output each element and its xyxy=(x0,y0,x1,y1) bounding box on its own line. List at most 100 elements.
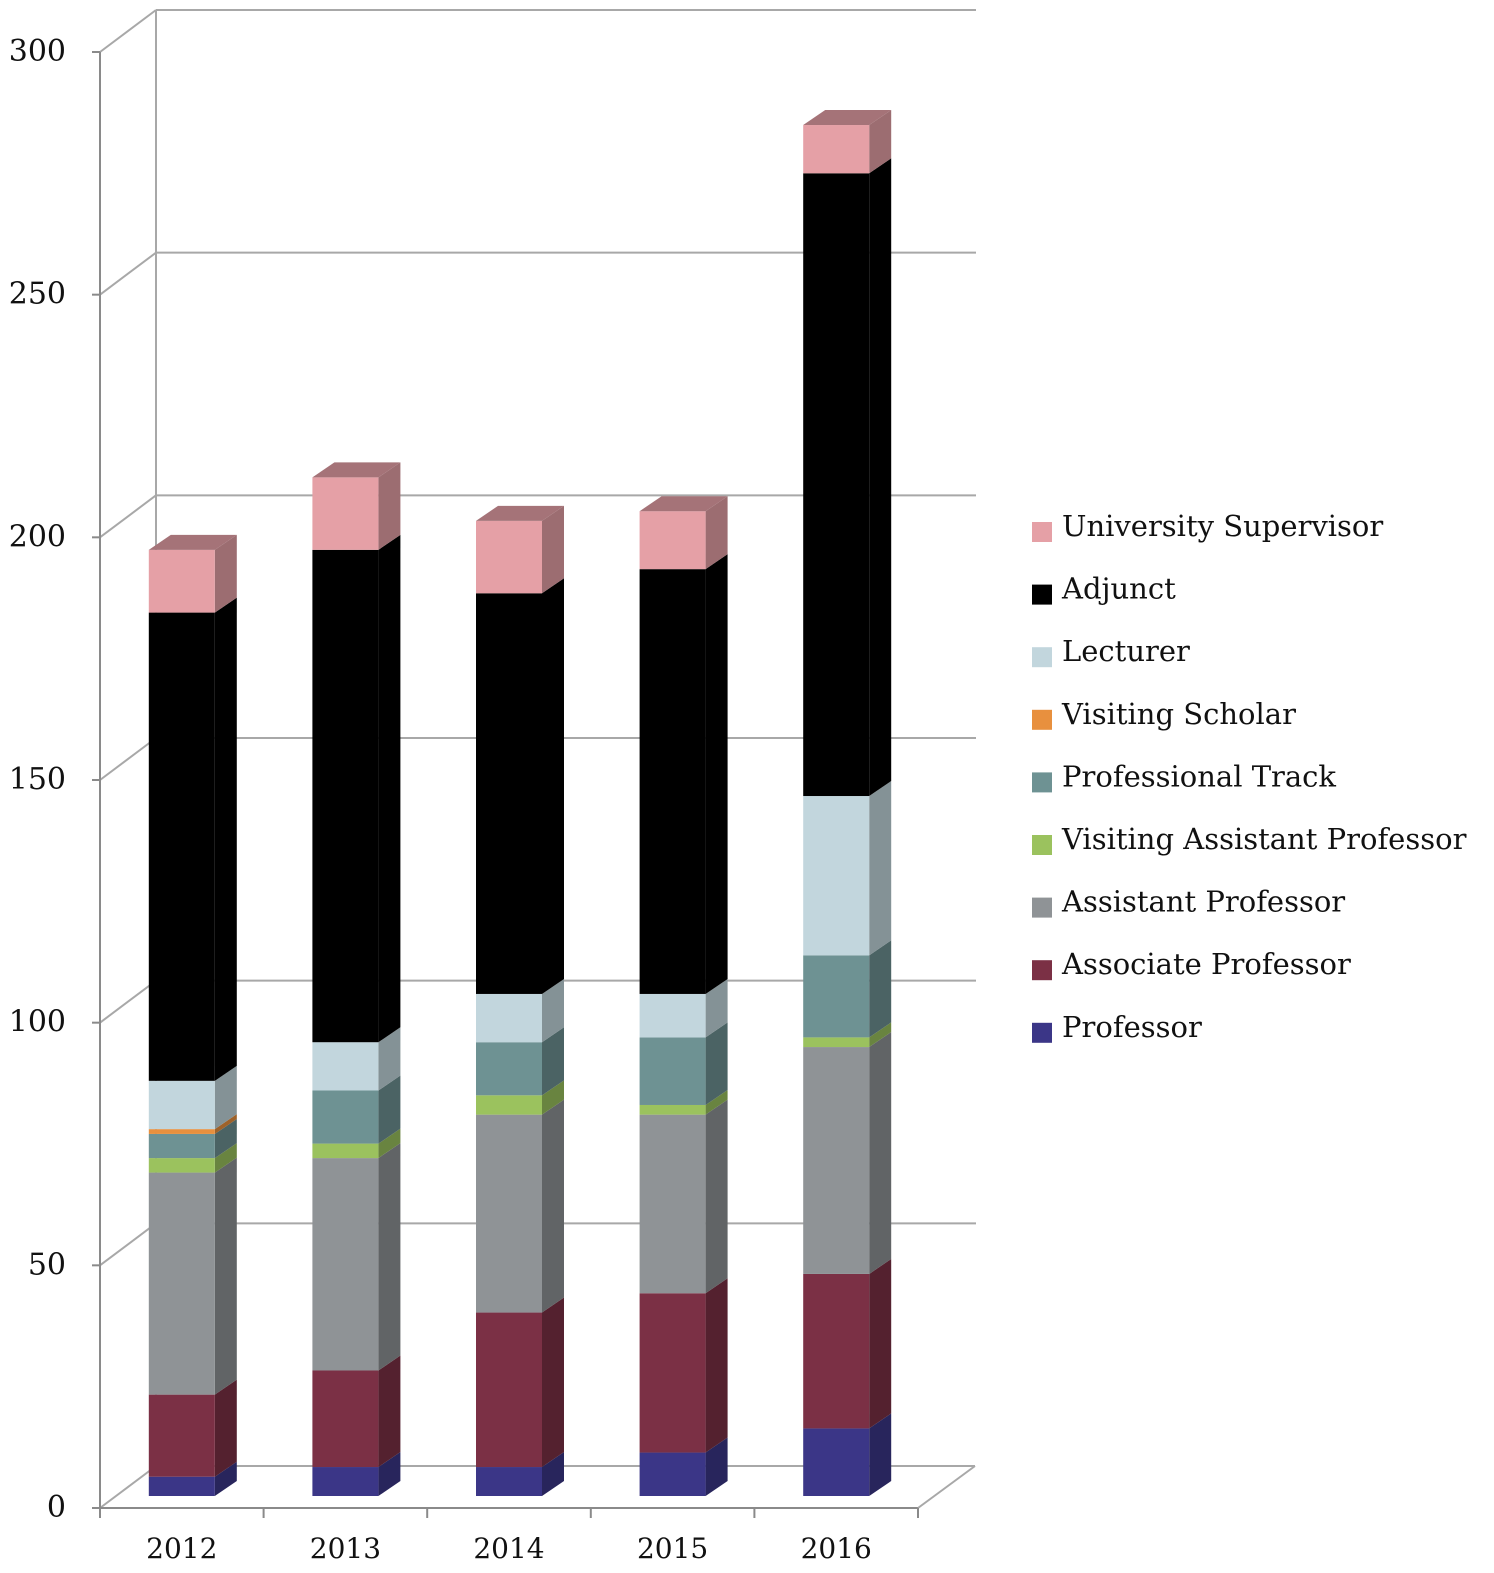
bar-segment xyxy=(148,1379,237,1477)
x-tick-label: 2012 xyxy=(146,1532,217,1565)
bar-segment xyxy=(148,1118,237,1159)
legend-swatch xyxy=(1032,709,1052,730)
bar-side xyxy=(542,978,564,1043)
gridline-diagonal xyxy=(99,979,157,1024)
bar xyxy=(639,1037,706,1105)
bar-segment xyxy=(803,158,892,797)
legend-item: Associate Professor xyxy=(1032,947,1351,981)
legend-swatch xyxy=(1032,897,1052,918)
legend-swatch xyxy=(1032,1022,1052,1043)
bar-segment xyxy=(312,534,401,1043)
bar-segment xyxy=(148,1065,237,1130)
legend-swatch xyxy=(1032,772,1052,793)
gridline-diagonal xyxy=(99,9,157,53)
bar-segment xyxy=(639,1022,728,1105)
bar-segment xyxy=(148,534,237,613)
bar xyxy=(803,1428,870,1496)
bar-segment xyxy=(476,1080,564,1115)
bar-segment xyxy=(312,1128,401,1159)
legend-swatch xyxy=(1032,960,1052,981)
bar-side xyxy=(214,597,237,1081)
bar xyxy=(312,477,379,550)
bar-segment xyxy=(476,578,564,994)
bar-side xyxy=(378,1452,401,1496)
bar xyxy=(148,1158,215,1173)
bars xyxy=(148,110,892,1496)
bar-segment xyxy=(639,496,728,570)
y-axis: 0 50 100 150 200 250 300 xyxy=(9,34,101,1525)
bar-segment xyxy=(312,1143,401,1371)
bar-side xyxy=(214,1157,237,1395)
legend-label: Visiting Scholar xyxy=(1061,697,1296,731)
bar-segment xyxy=(639,554,728,994)
bar-segment xyxy=(803,940,892,1038)
bar-stack-2014 xyxy=(476,505,564,1496)
floor-right-edge xyxy=(917,1465,976,1509)
bar xyxy=(803,1273,870,1429)
y-tick-label: 300 xyxy=(9,34,66,69)
bar xyxy=(148,1476,215,1496)
bar-side xyxy=(869,158,892,797)
gridline-diagonal xyxy=(99,1465,157,1509)
bar-segment xyxy=(639,1089,728,1115)
bar xyxy=(639,1114,706,1294)
legend-label: Professional Track xyxy=(1062,759,1336,793)
bar-stack-2016 xyxy=(803,110,892,1496)
bar xyxy=(312,1090,379,1144)
bar-segment xyxy=(476,1297,564,1468)
legend-item: Adjunct xyxy=(1032,572,1176,606)
bar-side xyxy=(378,1128,401,1159)
bar-top xyxy=(803,110,892,126)
bar-segment xyxy=(639,978,728,1038)
bar-side xyxy=(705,1022,728,1105)
bar xyxy=(476,1312,542,1468)
x-tick-label: 2015 xyxy=(637,1532,708,1565)
bar-segment xyxy=(148,1461,237,1496)
bar xyxy=(639,569,706,994)
legend-item: Visiting Scholar xyxy=(1032,697,1296,731)
gridline-diagonal xyxy=(99,251,157,296)
legend-item: University Supervisor xyxy=(1032,509,1383,543)
bar-side xyxy=(705,1437,728,1496)
bar-side xyxy=(542,578,564,994)
bar xyxy=(639,1104,706,1115)
bar-segment xyxy=(476,978,564,1043)
bar-top xyxy=(148,534,237,550)
y-tick-label: 250 xyxy=(9,277,66,312)
bar xyxy=(148,1133,215,1159)
bar-side xyxy=(705,1099,728,1294)
bar-side xyxy=(869,940,892,1038)
bar-segment xyxy=(803,110,892,174)
bar-side xyxy=(869,1258,892,1429)
bar-side xyxy=(705,554,728,994)
y-tick-label: 200 xyxy=(9,519,66,554)
bar-side xyxy=(214,1143,237,1173)
bar xyxy=(803,1037,870,1048)
bar-side xyxy=(705,1278,728,1453)
legend: University Supervisor Adjunct Lecturer Visi… xyxy=(1032,509,1467,1044)
bar-side xyxy=(214,1065,237,1130)
bar-side xyxy=(869,781,892,956)
legend-label: Lecturer xyxy=(1062,634,1190,668)
bar-side xyxy=(378,1355,401,1468)
bar xyxy=(148,612,215,1081)
y-tick-label: 50 xyxy=(28,1247,66,1282)
bar-side xyxy=(542,1297,564,1468)
legend-label: University Supervisor xyxy=(1062,509,1383,543)
bar-segment xyxy=(803,1032,892,1274)
bar-side xyxy=(378,534,401,1043)
bar xyxy=(476,1114,542,1313)
x-axis: 2012 2013 2014 2015 2016 xyxy=(99,1508,919,1565)
bar-segment xyxy=(803,781,892,956)
bar-segment xyxy=(148,597,237,1081)
legend-label: Associate Professor xyxy=(1061,947,1351,981)
y-tick-label: 100 xyxy=(9,1005,66,1040)
bar-segment xyxy=(476,1452,564,1496)
bar-segment xyxy=(312,1355,401,1468)
bar-segment xyxy=(148,1157,237,1395)
bar xyxy=(312,1370,379,1468)
bar-segment xyxy=(639,1099,728,1294)
bar xyxy=(476,520,542,594)
bar-segment xyxy=(639,1437,728,1496)
